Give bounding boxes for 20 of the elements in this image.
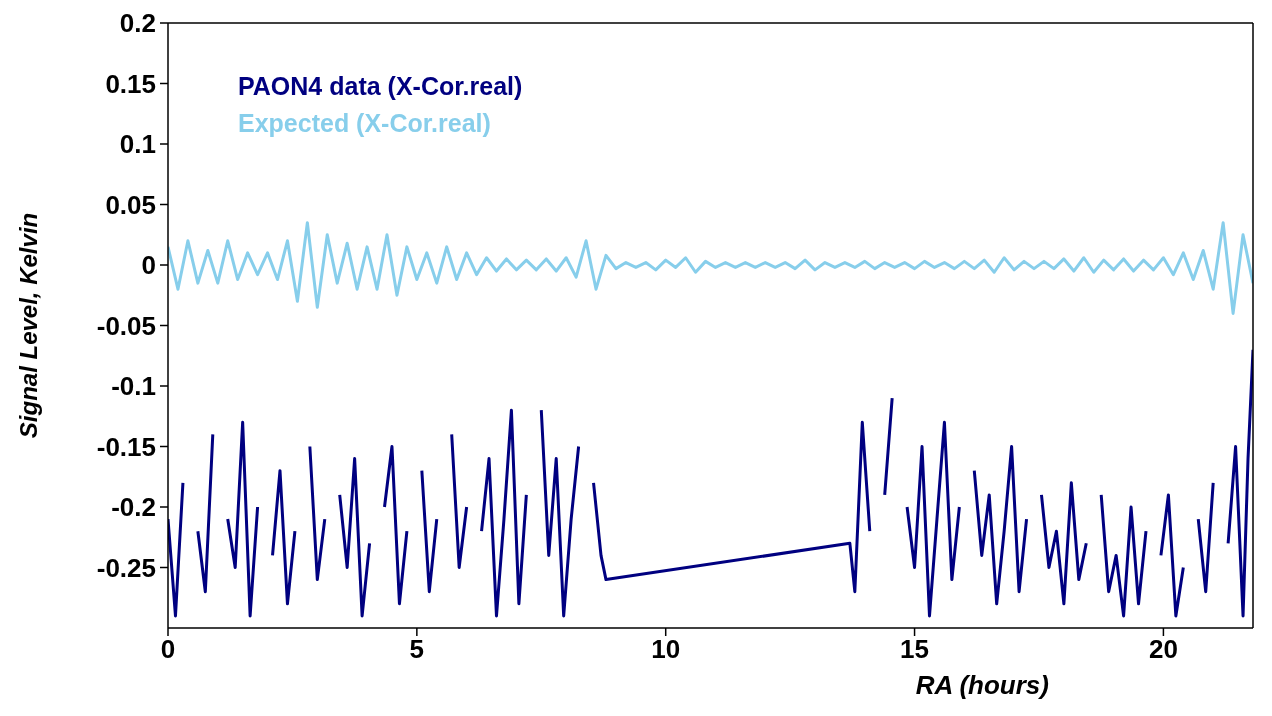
y-tick-label: -0.15: [96, 431, 156, 462]
x-tick-label: 0: [160, 634, 176, 665]
y-tick-label: 0.1: [119, 129, 156, 160]
y-tick-label: 0.05: [105, 189, 156, 220]
x-tick-label: 15: [900, 634, 930, 665]
y-tick-label: 0.15: [105, 68, 156, 99]
y-tick-label: -0.1: [111, 371, 156, 402]
line-series: [168, 221, 1253, 315]
x-tick-label: 10: [651, 634, 681, 665]
y-tick-label: -0.25: [96, 552, 156, 583]
y-tick-label: -0.2: [111, 492, 156, 523]
text: PAON4 data (X-Cor.real): [238, 71, 523, 102]
x-tick-label: 20: [1148, 634, 1178, 665]
text: Expected (X-Cor.real): [238, 108, 492, 139]
x-axis-title: RA (hours): [915, 670, 1049, 700]
y-tick-label: 0: [141, 250, 156, 281]
x-tick-label: 5: [409, 634, 425, 665]
y-axis-title: Signal Level, Kelvin: [14, 212, 42, 439]
y-tick-label: 0.2: [119, 8, 156, 39]
y-tick-label: -0.05: [96, 310, 156, 341]
